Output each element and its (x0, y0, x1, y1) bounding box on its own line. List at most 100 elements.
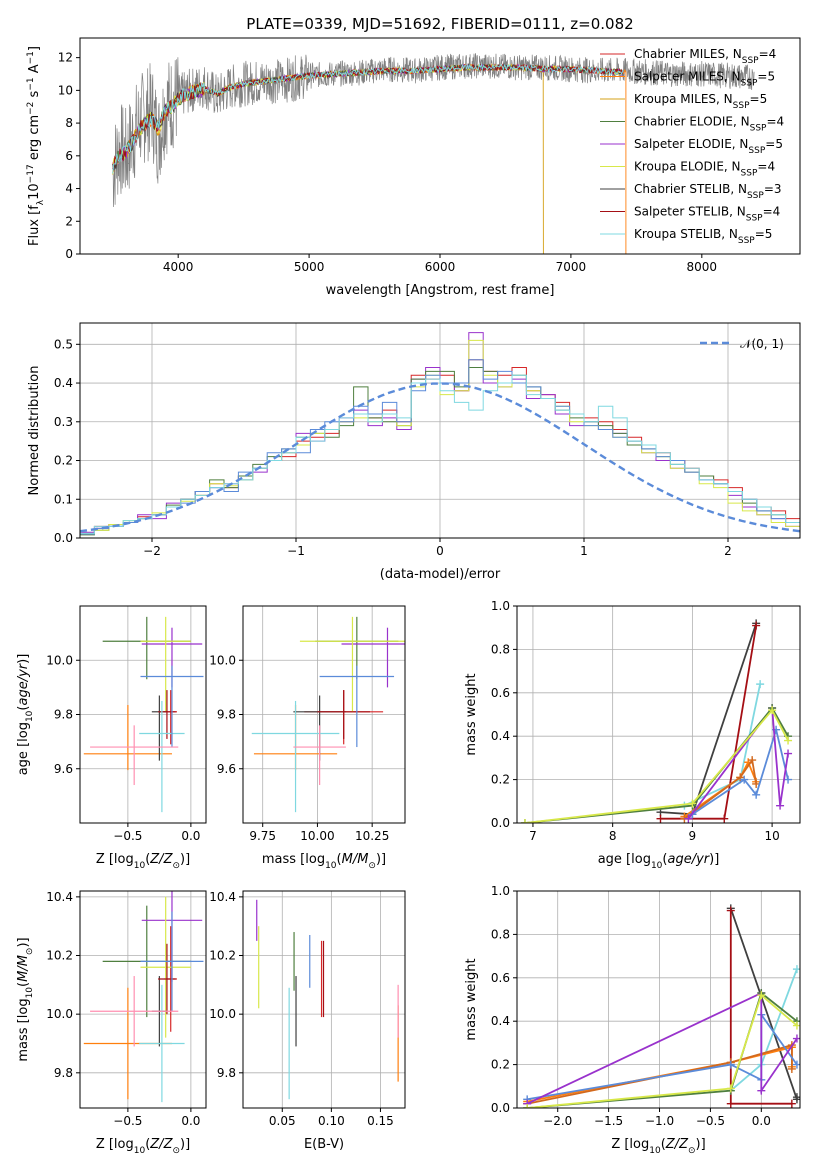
age_weight-weight-line (524, 708, 789, 823)
z_mass-xtick-label: −0.5 (113, 1114, 142, 1128)
legend-entry: Chabrier ELODIE, NSSP=4 (634, 115, 784, 134)
residuals-xlabel: (data-model)/error (380, 567, 501, 582)
legend-entry: Salpeter ELODIE, NSSP=5 (634, 137, 783, 156)
age_weight-xlabel: age [log10(age/yr)] (598, 852, 720, 871)
residuals-axes: −2 −1 0 1 2 0.0 0.1 0.2 0.3 0.4 0.5 𝒩(0, 1) (data-mo… (27, 322, 801, 582)
z_age-ytick-label: 9.6 (54, 762, 73, 776)
figure-title: PLATE=0339, MJD=51692, FIBERID=0111, z=0… (246, 15, 633, 33)
z_weight-xlabel-part: 10 (649, 1146, 661, 1156)
age_weight-marks (520, 619, 793, 823)
age_weight-weight-marker (768, 706, 777, 715)
ebv_mass-ytick-label: 9.8 (217, 1066, 236, 1080)
ebv_mass-ytick-label: 10.4 (209, 890, 236, 904)
age_weight-weight-marker (752, 790, 761, 799)
legend-entry-sub: SSP (748, 146, 765, 156)
panel-mass_age: 9.75 10.00 10.25 9.6 9.8 10.0 mass [log10(M/M⊙… (209, 605, 406, 871)
mass_age-axes: 9.75 10.00 10.25 9.6 9.8 10.0 mass [log10(M/M⊙… (209, 605, 406, 871)
legend-entry-text: Kroupa STELIB, N (634, 227, 738, 241)
mass_age-marks (251, 616, 405, 813)
age_weight-weight-line (683, 757, 758, 820)
z_age-xlabel-part: Z [log (96, 852, 134, 867)
panel-residuals: −2 −1 0 1 2 0.0 0.1 0.2 0.3 0.4 0.5 𝒩(0, 1) (data-mo… (27, 322, 801, 582)
legend-entry-text: Kroupa ELODIE, N (634, 160, 741, 174)
age_weight-weight-marker (520, 819, 529, 823)
ebv_mass-xtick-label: 0.10 (318, 1114, 345, 1128)
spectrum-ytick-label: 0 (65, 247, 73, 261)
age_weight-weight-marker (748, 756, 757, 765)
legend-entry: Kroupa MILES, NSSP=5 (634, 92, 767, 111)
z_mass-xlabel-part: )] (180, 1137, 190, 1152)
z_mass-frame (79, 890, 207, 1109)
z_weight-xtick-label: 0.0 (752, 1114, 771, 1128)
residuals-ytick-label: 0.2 (54, 454, 73, 468)
age_weight-xtick-label: 7 (529, 829, 537, 843)
spectrum-xlabel: wavelength [Angstrom, rest frame] (326, 283, 555, 298)
legend-entry-text: Kroupa MILES, N (634, 92, 733, 106)
ebv_mass-xtick-label: 0.15 (367, 1114, 394, 1128)
z_weight-ytick-label: 0.6 (491, 971, 510, 985)
legend-entry-text: Chabrier ELODIE, N (634, 115, 750, 129)
age_weight-weight-marker (756, 680, 765, 689)
age_weight-xlabel-part: age [log (598, 852, 651, 867)
legend-entry-sub: SSP (738, 236, 755, 246)
legend-entry: Chabrier STELIB, NSSP=3 (634, 182, 782, 201)
spectrum-ytick-label: 6 (65, 149, 73, 163)
z_weight-xlabel-part: ( (661, 1137, 666, 1152)
mass_age-xlabel-part: ( (337, 852, 342, 867)
z_age-ylabel: age [log10(age/yr)] (16, 654, 35, 776)
spectrum-xtick-label: 4000 (163, 260, 194, 274)
z_weight-xlabel-part: Z [log (611, 1137, 649, 1152)
legend-entry-value: =3 (764, 182, 782, 196)
gaussian-legend-label: 𝒩(0, 1) (740, 337, 784, 351)
legend-entry-value: =4 (766, 115, 784, 129)
spectrum-ylabel-part: λ (36, 199, 46, 205)
z_age-xtick-label: −0.5 (113, 829, 142, 843)
ebv_mass-ytick-label: 10.0 (209, 1007, 236, 1021)
z_mass-ylabel-part: M/M (16, 955, 31, 982)
legend-entry-text: Salpeter MILES, N (634, 70, 741, 84)
z_weight-xlabel: Z [log10(Z/Z⊙)] (611, 1137, 705, 1156)
spectrum-ylabel: Flux [fλ10−17 erg cm−2 s−1 A−1] (26, 46, 46, 246)
spectrum-xtick-label: 6000 (425, 260, 456, 274)
z_age-xtick-label: 0.0 (181, 829, 200, 843)
legend-entry-sub: SSP (741, 169, 758, 179)
histogram-step (80, 374, 800, 538)
spectrum-ylabel-part: erg cm (27, 115, 42, 164)
z_weight-xtick-label: −2.0 (543, 1114, 572, 1128)
z_mass-xlabel-part: ⊙ (172, 1146, 180, 1156)
spectrum-model-line (112, 63, 624, 171)
legend-entry-text: Salpeter STELIB, N (634, 205, 746, 219)
z_weight-weight-marker (787, 1099, 796, 1108)
z_mass-axes: −0.5 0.09.810.010.210.4Z [log10(Z/Z⊙)]mas… (16, 890, 207, 1156)
z_age-axes: −0.5 0.09.69.810.0Z [log10(Z/Z⊙)]age [log… (16, 605, 207, 871)
residuals-xtick-label: −1 (287, 544, 305, 558)
z_weight-xtick-label: −1.5 (594, 1114, 623, 1128)
mass_age-ytick-label: 9.8 (217, 708, 236, 722)
z_weight-weight-marker (757, 991, 766, 1000)
panel-z_mass: −0.5 0.09.810.010.210.4Z [log10(Z/Z⊙)]mas… (16, 890, 207, 1156)
z_weight-xlabel-part: ⊙ (688, 1146, 696, 1156)
residuals-xtick-label: −2 (143, 544, 161, 558)
z_mass-ylabel-part: ( (16, 982, 31, 987)
age_weight-xlabel-part: 10 (651, 861, 663, 871)
age_weight-xtick-label: 10 (764, 829, 779, 843)
mass_age-xtick-label: 10.00 (300, 829, 334, 843)
z_age-xlabel-part: ( (145, 852, 150, 867)
age_weight-xlabel-part: )] (709, 852, 719, 867)
spectrum-model-line (112, 63, 624, 174)
legend-entry: Salpeter STELIB, NSSP=4 (634, 205, 780, 224)
age_weight-xlabel-part: ( (662, 852, 667, 867)
spectrum-ylabel-part: 10 (27, 183, 42, 200)
legend-entry-sub: SSP (741, 79, 758, 89)
legend-entry-value: =5 (765, 137, 783, 151)
legend-entry: Kroupa STELIB, NSSP=5 (634, 227, 772, 246)
ebv_mass-xtick-label: 0.05 (269, 1114, 296, 1128)
legend-entry-value: =4 (757, 160, 775, 174)
spectrum-ylabel-part: −17 (26, 164, 36, 183)
spectrum-xtick-label: 8000 (687, 260, 718, 274)
spectrum-ylabel-part: −2 (26, 102, 36, 115)
z_mass-ylabel-part: 10 (25, 987, 35, 999)
mass_age-xlabel: mass [log10(M/M⊙)] (262, 852, 386, 871)
